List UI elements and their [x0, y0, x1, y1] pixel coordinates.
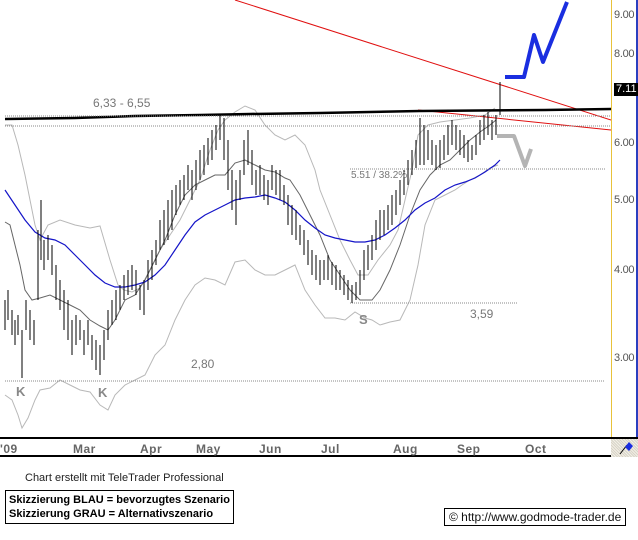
y-tick-5: 5.00 [614, 194, 635, 206]
gray-scenario-path [497, 134, 533, 168]
y-tick-4: 4.00 [614, 264, 635, 276]
bollinger-middle [4, 119, 497, 331]
annotation-support-280: 2,80 [191, 357, 215, 371]
x-tick-oct: Oct [525, 442, 547, 456]
x-axis: '09 Mar Apr May Jun Jul Aug Sep Oct [0, 437, 611, 457]
bollinger-upper [5, 105, 496, 293]
moving-average [4, 159, 501, 288]
last-price-badge: 7.11 [614, 83, 638, 96]
annotation-fibonacci: 5.51 / 38.2% [351, 170, 408, 181]
marker-k-right: K [98, 385, 108, 400]
marker-k-left: K [16, 384, 26, 399]
red-trendline-lower [417, 109, 611, 131]
marker-s: S [359, 312, 368, 327]
legend-gray: Skizzierung GRAU = Alternativszenario [9, 508, 214, 520]
blue-scenario-path [505, 1, 569, 79]
resistance-line [4, 107, 611, 121]
x-tick-apr: Apr [140, 442, 163, 456]
candles [4, 82, 501, 378]
y-tick-6: 6.00 [614, 137, 635, 149]
scenario-legend: Skizzierung BLAU = bevorzugtes Szenario … [5, 490, 234, 524]
y-axis: 9.00 8.00 6.00 5.00 4.00 3.00 [611, 0, 638, 437]
y-tick-3: 3.00 [614, 352, 635, 364]
chart-credit: Chart erstellt mit TeleTrader Profession… [25, 472, 224, 484]
bollinger-lower [4, 164, 499, 430]
pen-flag-icon [619, 442, 633, 455]
legend-blue: Skizzierung BLAU = bevorzugtes Szenario [9, 494, 230, 506]
x-tick-aug: Aug [393, 442, 418, 456]
drawing-tool-button[interactable] [611, 437, 638, 457]
x-tick-09: '09 [0, 442, 18, 456]
annotation-support-359: 3,59 [470, 307, 494, 321]
chart-plot-area: 6,33 - 6,55 5.51 / 38.2% 3,59 2,80 K K S [4, 0, 611, 430]
y-tick-8: 8.00 [614, 48, 635, 60]
x-tick-sep: Sep [457, 442, 481, 456]
price-chart [4, 0, 611, 430]
x-tick-jun: Jun [259, 442, 282, 456]
copyright-link[interactable]: © http://www.godmode-trader.de [444, 508, 627, 526]
red-trendline-upper [234, 0, 611, 121]
annotation-resistance: 6,33 - 6,55 [93, 96, 151, 110]
y-tick-9: 9.00 [614, 9, 635, 21]
x-tick-jul: Jul [321, 442, 340, 456]
x-tick-mar: Mar [73, 442, 96, 456]
x-tick-may: May [196, 442, 221, 456]
